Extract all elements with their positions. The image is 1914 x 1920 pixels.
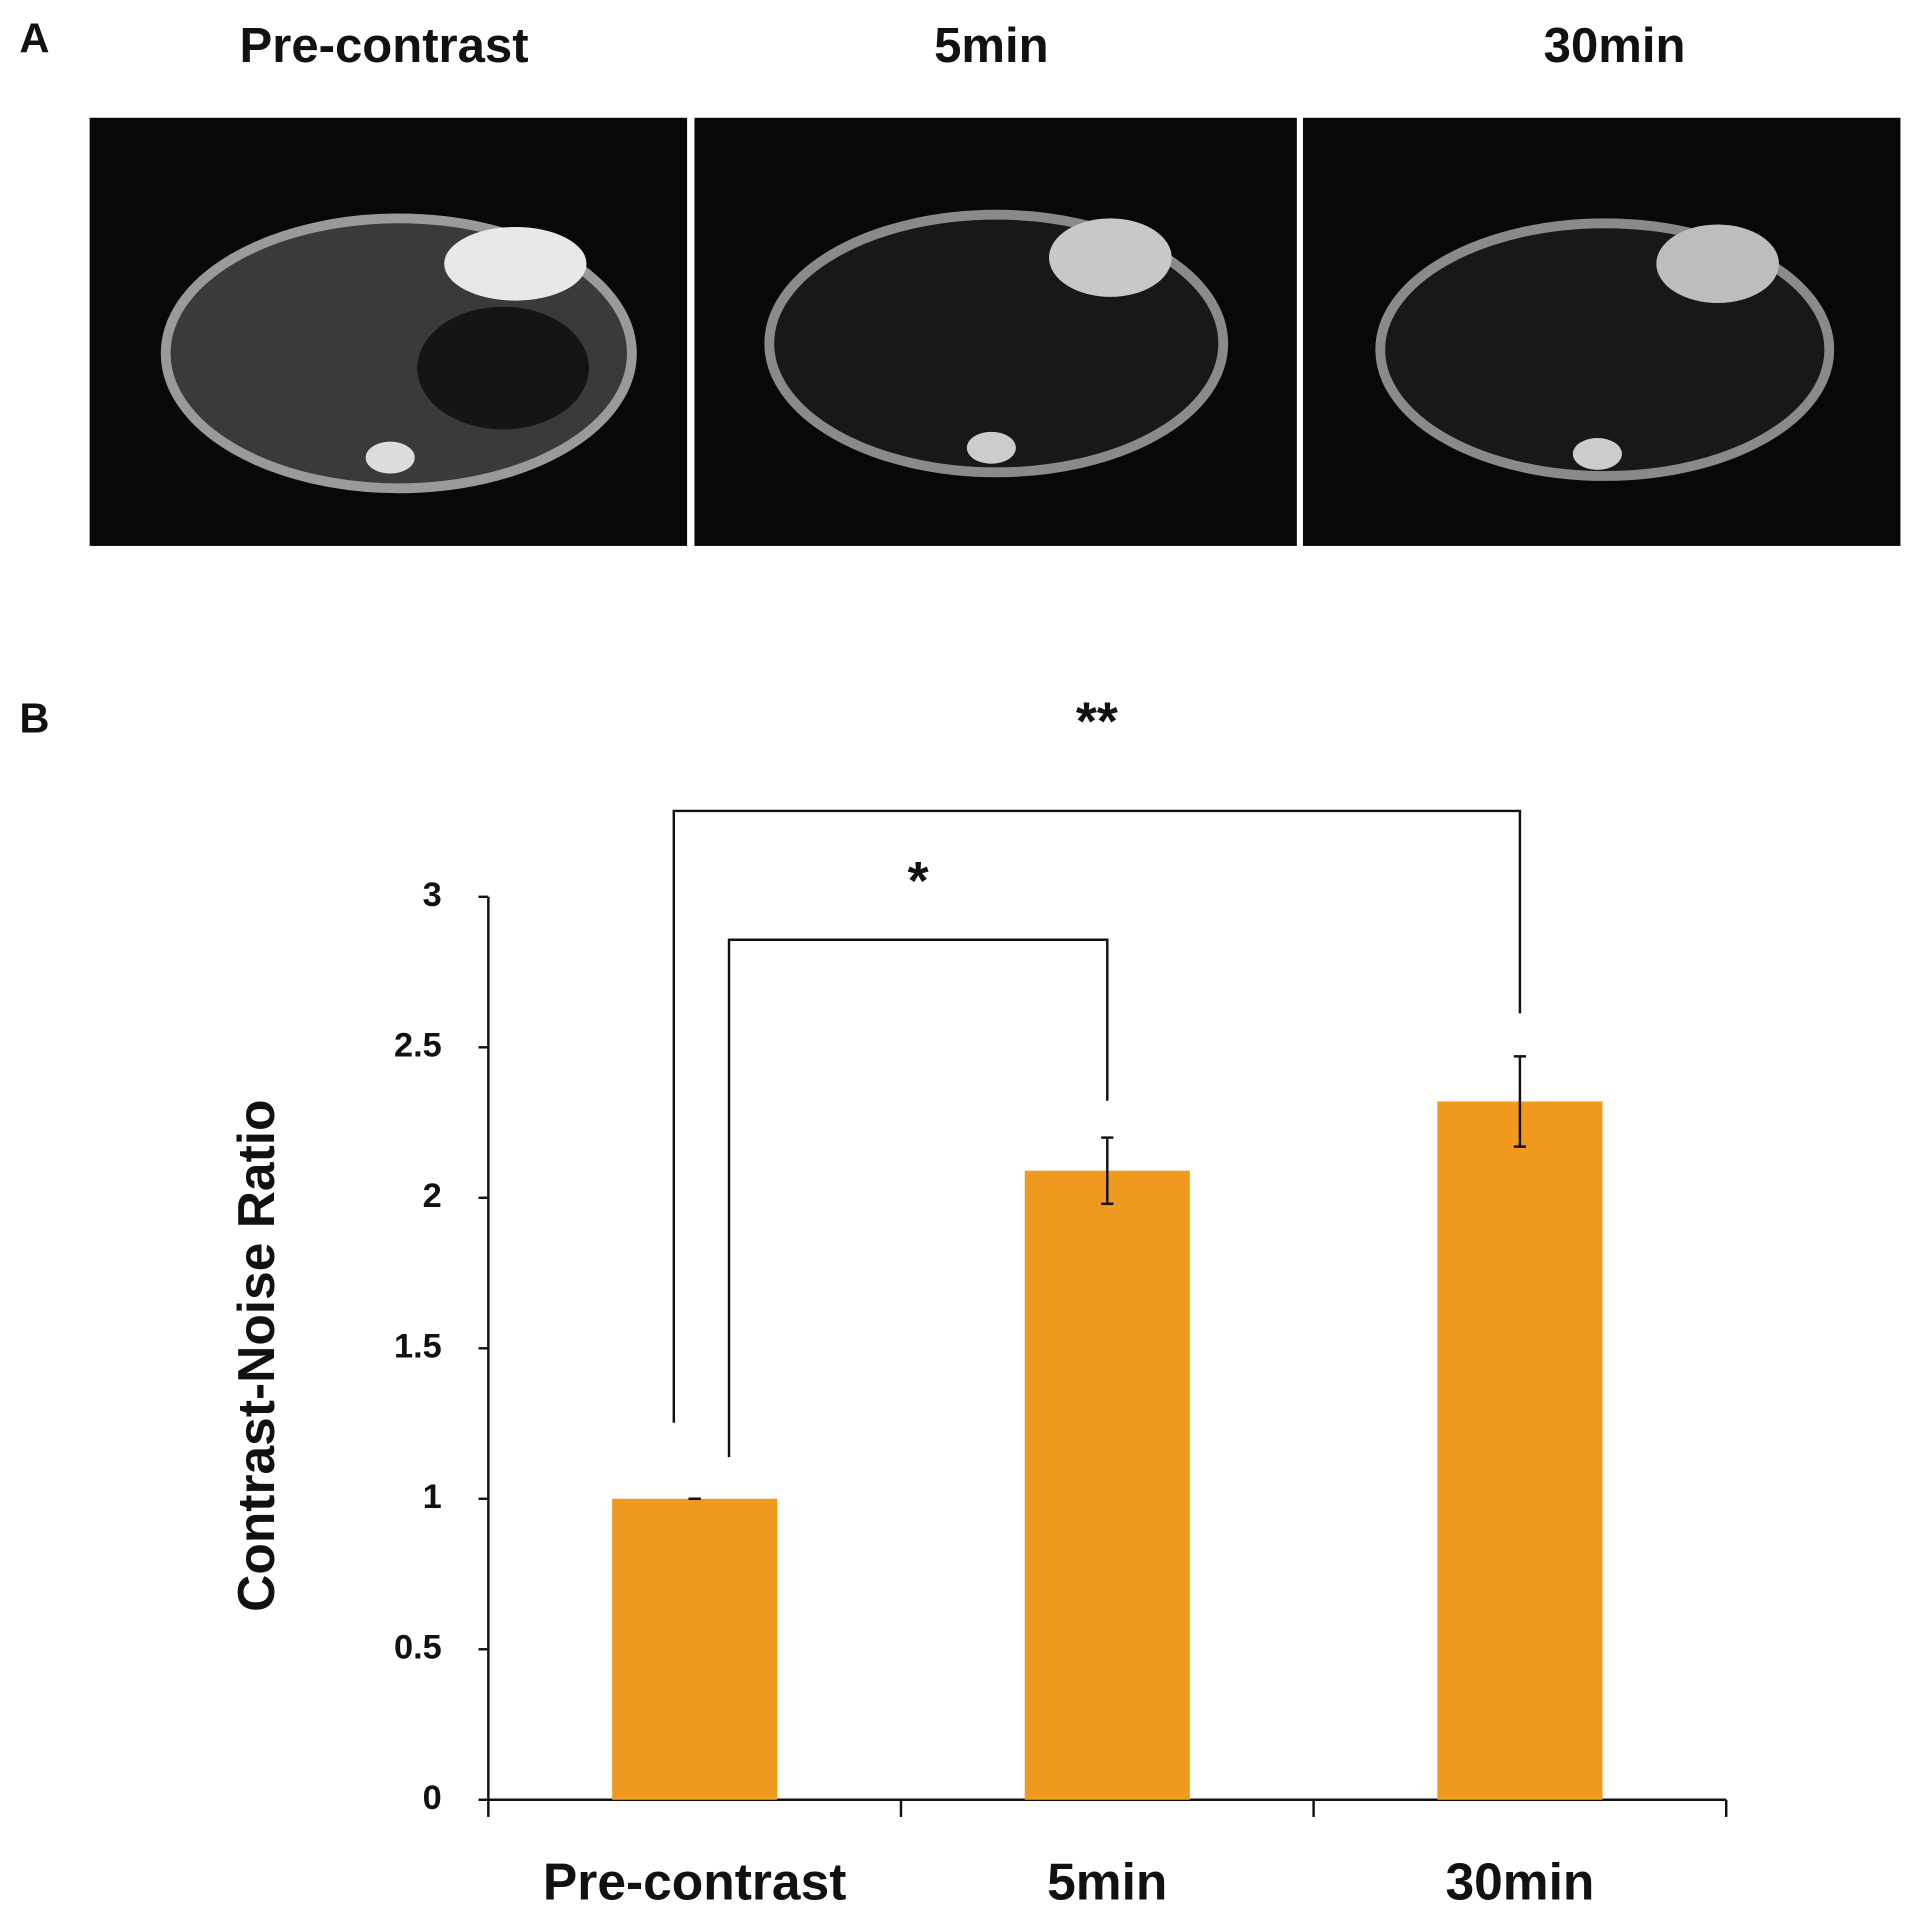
x-tick-label: 30min xyxy=(1445,1852,1594,1910)
x-tick-label: Pre-contrast xyxy=(543,1852,846,1910)
y-tick-label: 2 xyxy=(423,1177,442,1215)
y-tick-label: 0 xyxy=(423,1779,442,1817)
image-title: 30min xyxy=(1544,19,1686,73)
x-tick-label: 5min xyxy=(1047,1852,1167,1910)
bar xyxy=(612,1498,778,1800)
y-tick-label: 1 xyxy=(423,1478,442,1516)
significance-bracket xyxy=(672,809,1522,1423)
image-title: 5min xyxy=(934,19,1049,73)
y-tick-label: 1.5 xyxy=(394,1327,442,1365)
y-tick-label: 0.5 xyxy=(394,1628,442,1666)
significance-bracket xyxy=(727,938,1109,1458)
y-tick-label: 3 xyxy=(423,876,442,914)
significance-label: * xyxy=(908,851,929,911)
y-tick-label: 2.5 xyxy=(394,1026,442,1064)
bar xyxy=(1437,1101,1603,1800)
bar xyxy=(1024,1170,1190,1800)
panel-label: B xyxy=(19,694,49,741)
mri-image xyxy=(694,117,1297,546)
mri-images xyxy=(89,117,1901,546)
panel-label: A xyxy=(19,15,49,62)
significance-label: ** xyxy=(1076,691,1118,751)
mri-image xyxy=(1302,117,1901,546)
y-axis-title: Contrast-Noise Ratio xyxy=(227,1099,285,1611)
mri-image xyxy=(89,117,688,546)
image-title: Pre-contrast xyxy=(240,19,529,73)
